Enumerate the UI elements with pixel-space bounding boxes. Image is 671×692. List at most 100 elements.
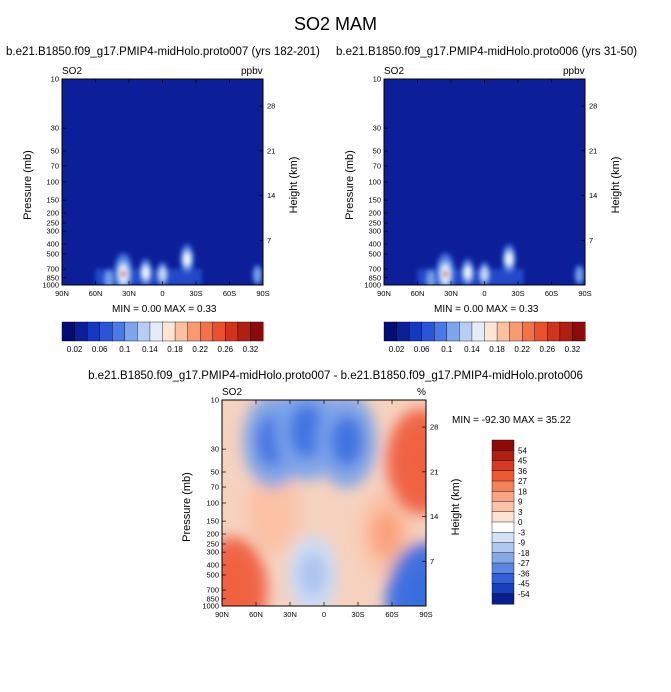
p-tick-label: 250 bbox=[206, 540, 219, 549]
p-tick-label: 100 bbox=[368, 178, 381, 187]
colorbar-tick-label: -54 bbox=[518, 590, 530, 599]
colorbar-swatch bbox=[446, 321, 460, 342]
colorbar-swatch bbox=[491, 521, 515, 533]
p-tick-label: 700 bbox=[368, 265, 381, 274]
p-tick-label: 850 bbox=[206, 594, 219, 603]
panel1-var-label: SO2 bbox=[62, 66, 83, 77]
x-tick-label: 0 bbox=[160, 289, 164, 298]
panel1-stats: MIN = 0.00 MAX = 0.33 bbox=[112, 304, 217, 315]
colorbar-tick-label: -36 bbox=[518, 569, 530, 578]
colorbar-swatch bbox=[408, 321, 423, 342]
colorbar-swatch bbox=[521, 321, 536, 342]
page-title: SO2 MAM bbox=[293, 14, 377, 34]
p-tick-label: 70 bbox=[373, 162, 381, 171]
x-tick-label: 90S bbox=[419, 610, 432, 619]
colorbar-tick-label: 9 bbox=[518, 498, 523, 507]
so2-contour-blob bbox=[575, 267, 584, 283]
so2-contour-blob bbox=[104, 271, 113, 285]
diff-contour-core bbox=[222, 560, 253, 606]
colorbar-swatch bbox=[491, 593, 515, 605]
so2-contour-blob bbox=[143, 268, 148, 278]
p-tick-label: 300 bbox=[46, 227, 59, 236]
colorbar-swatch bbox=[491, 562, 515, 574]
colorbar-swatch bbox=[225, 321, 239, 342]
so2-contour-blob bbox=[465, 268, 470, 278]
panel2-plot-area: 90N 60N 30N 0 30S 60S 90S 10 30 50 70 100 150 2002503… bbox=[364, 75, 597, 298]
colorbar-tick-label: 0.02 bbox=[67, 345, 83, 354]
colorbar-tick-label: 0.14 bbox=[464, 345, 480, 354]
colorbar-tick-label: 0.18 bbox=[489, 345, 505, 354]
panel2-colorbar: 0.02 0.06 0.1 0.14 0.18 0.22 0.26 0.32 bbox=[383, 321, 586, 354]
so2-contour-blob bbox=[426, 271, 435, 285]
colorbar-swatch bbox=[162, 321, 176, 342]
so2-contour-blob bbox=[506, 254, 512, 264]
colorbar-tick-label: 0.32 bbox=[243, 345, 259, 354]
colorbar-swatch bbox=[149, 321, 164, 342]
colorbar-tick-label: 0.1 bbox=[119, 345, 131, 354]
diff-contour-core bbox=[289, 403, 325, 459]
p-tick-label: 150 bbox=[46, 196, 59, 205]
p-tick-label: 400 bbox=[46, 240, 59, 249]
so2-contour-blob bbox=[443, 270, 448, 278]
colorbar-tick-label: 0.06 bbox=[414, 345, 430, 354]
p-tick-label: 700 bbox=[206, 586, 219, 595]
panel1-title: b.e21.B1850.f09_g17.PMIP4-midHolo.proto0… bbox=[6, 46, 320, 58]
colorbar-tick-label: 0.22 bbox=[514, 345, 530, 354]
colorbar-swatch bbox=[491, 439, 515, 451]
p-tick-label: 30 bbox=[51, 124, 59, 133]
panel1-ticks: 90N 60N 30N 0 30S 60S 90S 10 30 50 70 100 150 2002503… bbox=[42, 75, 275, 298]
x-tick-label: 30S bbox=[511, 289, 524, 298]
p-tick-label: 50 bbox=[51, 147, 59, 156]
so2-contour-blob bbox=[121, 270, 126, 278]
panel3-stats: MIN = -92.30 MAX = 35.22 bbox=[452, 415, 571, 426]
h-tick-label: 21 bbox=[267, 146, 275, 155]
so2-contour-blob bbox=[481, 268, 488, 281]
p-tick-label: 500 bbox=[206, 571, 219, 580]
h-tick-label: 28 bbox=[430, 423, 438, 432]
colorbar-swatch bbox=[174, 321, 189, 342]
p-tick-label: 200 bbox=[206, 530, 219, 539]
panel2-contours bbox=[417, 243, 585, 285]
panel2-ticks: 90N 60N 30N 0 30S 60S 90S 10 30 50 70 100 150 2002503… bbox=[364, 75, 597, 298]
x-tick-label: 90N bbox=[215, 610, 229, 619]
h-tick-label: 21 bbox=[430, 467, 438, 476]
colorbar-swatch bbox=[572, 321, 586, 342]
colorbar-tick-label: 3 bbox=[518, 508, 523, 517]
colorbar-swatch bbox=[99, 321, 113, 342]
diff-contour-core bbox=[402, 568, 426, 606]
so2-contour-blob bbox=[184, 254, 190, 264]
colorbar-swatch bbox=[237, 321, 251, 342]
so2-contour-blob bbox=[159, 268, 166, 281]
colorbar-swatch bbox=[396, 321, 410, 342]
p-tick-label: 10 bbox=[51, 75, 59, 84]
colorbar-swatch bbox=[86, 321, 101, 342]
p-tick-label: 1000 bbox=[202, 602, 219, 611]
x-tick-label: 0 bbox=[482, 289, 486, 298]
colorbar-tick-label: 0.06 bbox=[92, 345, 108, 354]
panel2-units-label: ppbv bbox=[563, 66, 585, 77]
panel2-title: b.e21.B1850.f09_g17.PMIP4-midHolo.proto0… bbox=[336, 46, 638, 58]
p-tick-label: 100 bbox=[46, 178, 59, 187]
p-tick-label: 850 bbox=[368, 273, 381, 282]
panel1-colorbar: 0.02 0.06 0.1 0.14 0.18 0.22 0.26 0.32 bbox=[61, 321, 264, 354]
p-tick-label: 150 bbox=[206, 517, 219, 526]
colorbar-swatch bbox=[534, 321, 548, 342]
colorbar-swatch bbox=[491, 491, 515, 503]
p-tick-label: 300 bbox=[368, 227, 381, 236]
p-tick-label: 50 bbox=[211, 468, 219, 477]
colorbar-swatch bbox=[484, 321, 498, 342]
colorbar-swatch bbox=[509, 321, 523, 342]
colorbar-swatch bbox=[491, 501, 515, 513]
x-tick-label: 30S bbox=[351, 610, 364, 619]
colorbar-tick-label: 0.18 bbox=[167, 345, 183, 354]
p-tick-label: 200 bbox=[368, 209, 381, 218]
p-tick-label: 200 bbox=[46, 209, 59, 218]
colorbar-tick-label: 0.1 bbox=[441, 345, 453, 354]
colorbar-tick-label: 0.26 bbox=[218, 345, 234, 354]
h-tick-label: 28 bbox=[267, 102, 275, 111]
p-tick-label: 10 bbox=[373, 75, 381, 84]
colorbar-swatch bbox=[491, 460, 515, 472]
colorbar-swatch bbox=[112, 321, 126, 342]
h-tick-label: 21 bbox=[589, 146, 597, 155]
